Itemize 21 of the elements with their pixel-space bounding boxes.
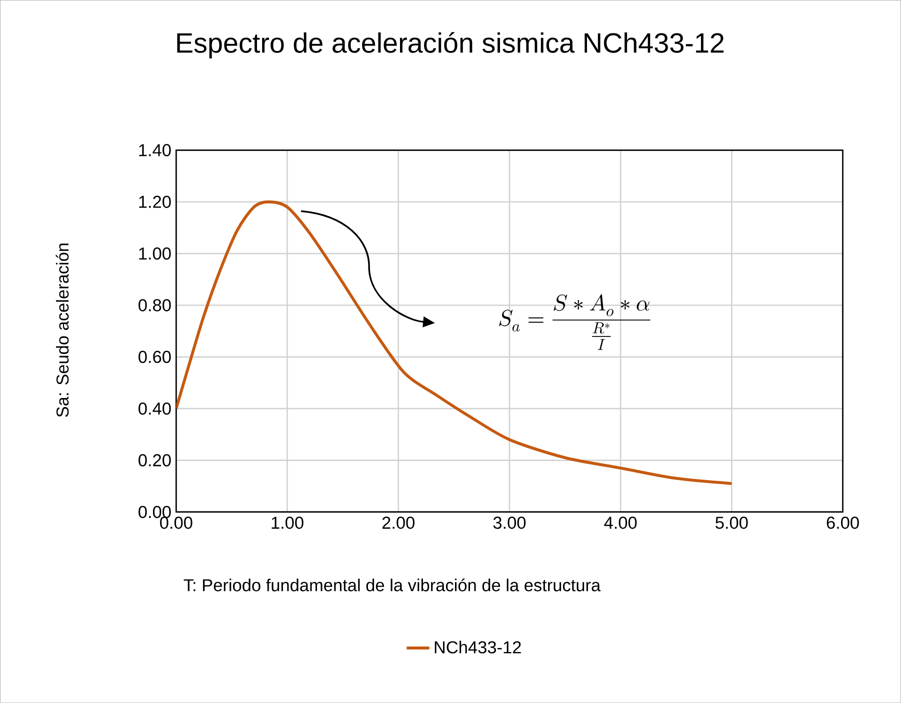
- x-tick-label: 1.00: [272, 516, 304, 529]
- chart-title: Espectro de aceleración sismica NCh433-12: [177, 32, 724, 58]
- x-tick-label: 2.00: [382, 516, 414, 529]
- x-tick-label: 0.00: [160, 516, 192, 529]
- x-axis-title: T: Periodo fundamental de la vibración de la estructura: [184, 578, 601, 592]
- line-series: [176, 200, 734, 485]
- y-tick-label: 0.60: [138, 350, 171, 363]
- y-tick-label: 0.20: [138, 454, 171, 466]
- y-tick-label: 0.40: [138, 402, 171, 415]
- y-tick-label: 1.20: [139, 196, 171, 208]
- y-tick-label: 0.80: [138, 299, 171, 312]
- y-axis-title: Sa: Seudo aceleración: [56, 244, 69, 417]
- legend-label: NCh433-12: [434, 640, 521, 654]
- x-tick-label: 3.00: [493, 516, 526, 529]
- x-tick-label: 6.00: [826, 516, 859, 529]
- y-tick-label: 1.00: [139, 247, 171, 260]
- annotation: $S_a=\frac{S*A_o*\alpha}{\frac{R^*}{I}}$: [499, 294, 650, 350]
- y-tick-label: 0.00: [138, 506, 171, 518]
- x-tick-label: 5.00: [716, 516, 748, 529]
- y-tick-label: 1.40: [139, 144, 171, 156]
- x-tick-label: 4.00: [604, 516, 637, 529]
